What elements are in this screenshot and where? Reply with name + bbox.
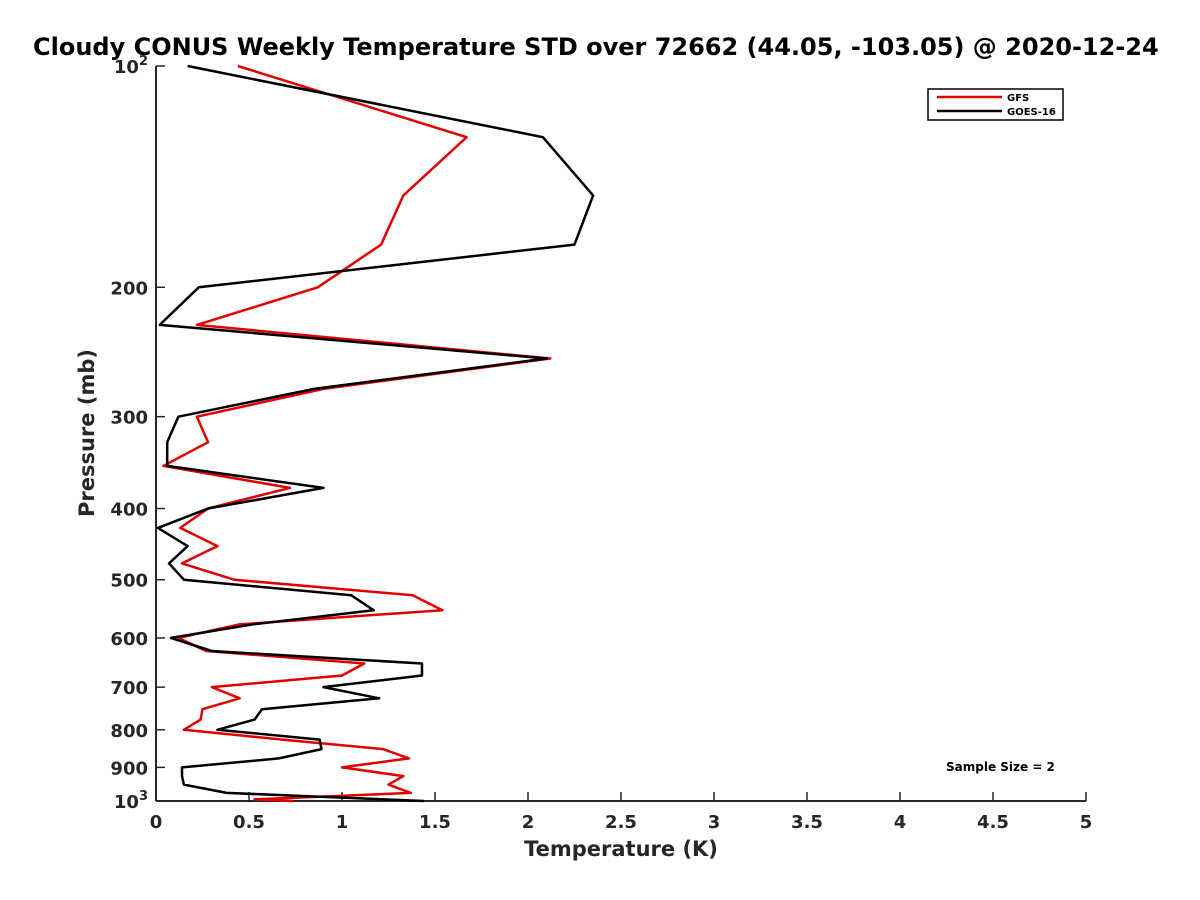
x-tick-label: 3.5 <box>791 812 823 833</box>
y-tick-label: 600 <box>110 629 148 650</box>
y-tick-label: 103 <box>114 789 148 813</box>
x-tick-label: 0.5 <box>233 812 265 833</box>
series-line-gfs <box>162 64 552 803</box>
y-tick-label: 700 <box>110 678 148 699</box>
y-tick-label: 300 <box>110 408 148 429</box>
x-tick-label: 0 <box>150 812 163 833</box>
y-tick-label: 800 <box>110 721 148 742</box>
x-tick-label: 5 <box>1080 812 1093 833</box>
legend-label-goes-16: GOES-16 <box>1007 107 1056 118</box>
x-tick-label: 4.5 <box>977 812 1009 833</box>
y-tick-label: 400 <box>110 500 148 521</box>
sample-size-annotation: Sample Size = 2 <box>946 760 1055 774</box>
x-tick-label: 4 <box>894 812 907 833</box>
x-ticks: 0 0.5 1 1.5 2 2.5 3 3.5 4 4.5 5 <box>150 792 1093 833</box>
y-tick-label: 102 <box>114 54 148 78</box>
x-tick-label: 2 <box>522 812 535 833</box>
y-axis-label: Pressure (mb) <box>75 349 99 517</box>
y-ticks: 102 200 300 400 500 600 700 800 900 103 <box>110 54 165 813</box>
y-tick-label: 200 <box>110 278 148 299</box>
axes <box>155 66 1086 802</box>
series-line-goes-16 <box>156 64 595 803</box>
legend-box <box>927 88 1064 121</box>
series-lines <box>156 64 595 803</box>
x-tick-label: 1.5 <box>419 812 451 833</box>
chart-title: Cloudy CONUS Weekly Temperature STD over… <box>33 33 1159 61</box>
x-axis-label: Temperature (K) <box>524 837 718 861</box>
x-tick-label: 1 <box>336 812 349 833</box>
legend-label-gfs: GFS <box>1007 93 1029 104</box>
y-tick-label: 500 <box>110 571 148 592</box>
legend: GFS GOES-16 <box>927 88 1064 121</box>
x-tick-label: 2.5 <box>605 812 637 833</box>
x-tick-label: 3 <box>708 812 721 833</box>
y-tick-label: 900 <box>110 758 148 779</box>
